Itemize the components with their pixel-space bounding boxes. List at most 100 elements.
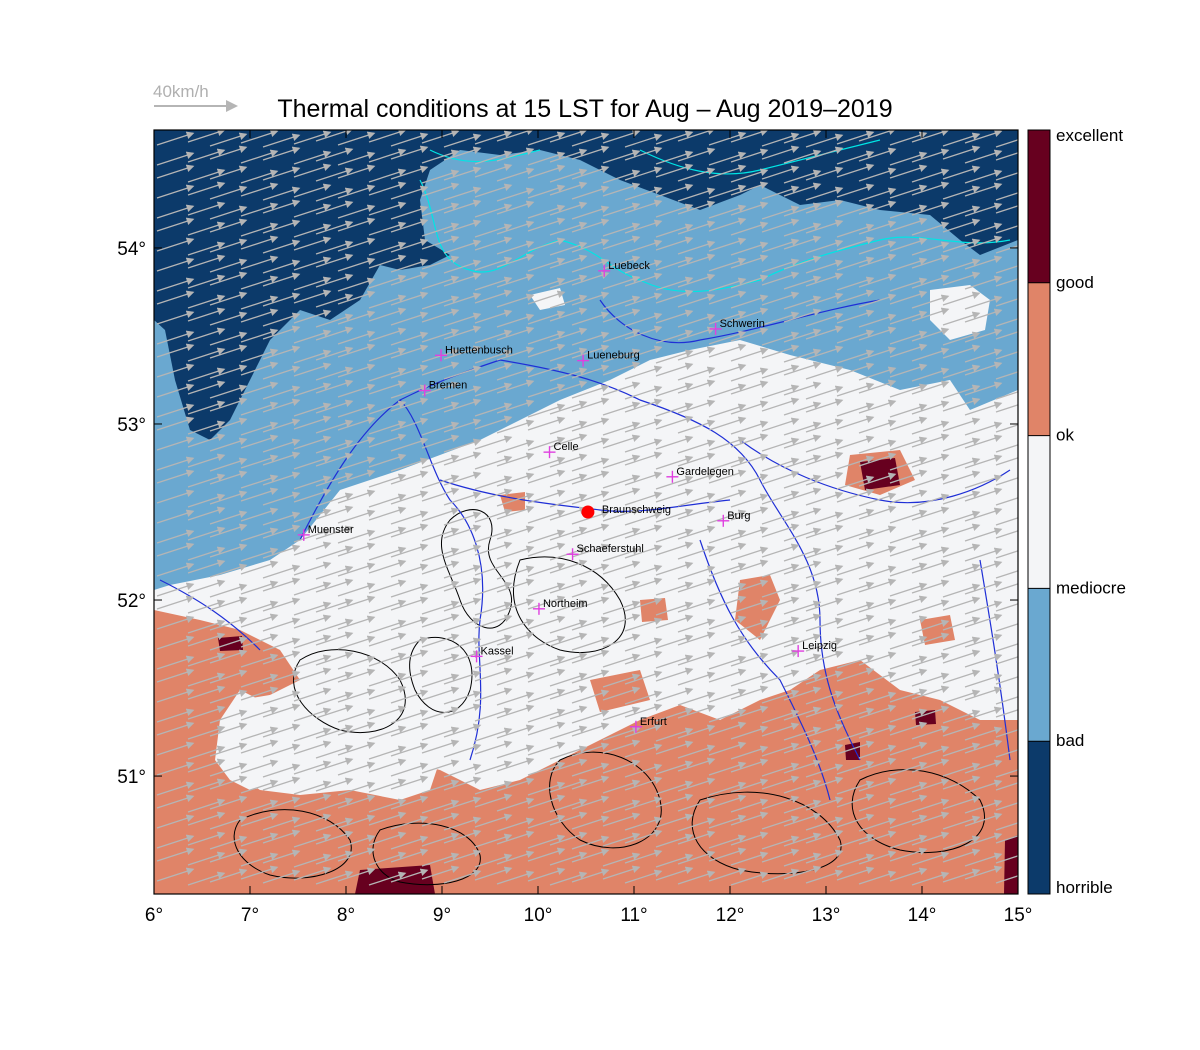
wind-arrow: [421, 580, 460, 595]
wind-arrow: [708, 562, 747, 577]
wind-arrow: [390, 218, 429, 233]
wind-arrow: [964, 348, 1003, 363]
wind-arrow: [549, 433, 588, 448]
wind-arrow: [293, 415, 332, 430]
wind-arrow: [240, 580, 279, 595]
wind-arrow: [293, 329, 332, 344]
wind-arrow: [964, 202, 1003, 217]
wind-arrow: [209, 543, 248, 558]
wind-arrow: [496, 399, 535, 414]
wind-arrow: [390, 145, 429, 160]
wind-arrow: [156, 635, 195, 650]
wind-arrow: [677, 419, 716, 434]
wind-arrow: [527, 290, 566, 305]
wind-arrow: [655, 276, 694, 291]
wind-arrow: [995, 192, 1018, 201]
wind-arrow: [187, 254, 226, 269]
wind-arrow: [315, 525, 354, 540]
wind-arrow: [474, 455, 513, 470]
wind-arrow: [964, 361, 1003, 376]
wind-arrow: [655, 488, 694, 503]
wind-arrow: [602, 295, 641, 310]
colorbar-segment: [1028, 130, 1050, 283]
wind-arrow: [293, 601, 332, 616]
wind-arrow: [571, 583, 610, 598]
wind-arrow: [156, 595, 195, 610]
wind-arrow: [496, 240, 535, 255]
wind-arrow: [858, 147, 897, 162]
wind-arrow: [805, 239, 844, 254]
wind-arrow: [730, 632, 769, 647]
wind-arrow: [337, 257, 376, 272]
wind-arrow: [156, 542, 195, 557]
wind-arrow: [571, 311, 610, 326]
wind-arrow: [240, 222, 279, 237]
wind-arrow: [836, 329, 875, 344]
wind-arrow: [942, 311, 981, 326]
wind-arrow: [156, 277, 195, 292]
wind-arrow: [964, 507, 1003, 522]
wind-arrow: [730, 367, 769, 382]
wind-arrow: [708, 542, 747, 557]
wind-arrow: [964, 487, 1003, 502]
wind-arrow: [995, 172, 1018, 181]
wind-arrow: [889, 237, 928, 252]
wind-arrow: [677, 293, 716, 308]
wind-arrow: [474, 276, 513, 291]
wind-arrow: [390, 583, 429, 598]
wind-arrow: [836, 163, 875, 178]
wind-arrow: [368, 294, 407, 309]
wind-arrow: [677, 618, 716, 633]
wind-arrow: [761, 218, 800, 233]
wind-arrow: [187, 559, 226, 574]
wind-arrow: [655, 362, 694, 377]
wind-arrow: [602, 169, 641, 184]
wind-arrow: [443, 418, 482, 433]
wind-arrow: [655, 203, 694, 218]
wind-arrow: [443, 544, 482, 559]
wind-arrow: [995, 603, 1018, 612]
wind-arrow: [390, 636, 429, 651]
wind-arrow: [187, 148, 226, 163]
wind-arrow: [368, 307, 407, 322]
wind-arrow: [496, 253, 535, 268]
wind-arrow: [805, 564, 844, 579]
wind-arrow: [761, 238, 800, 253]
wind-arrow: [942, 616, 981, 631]
wind-arrow: [783, 434, 822, 449]
wind-arrow: [624, 564, 663, 579]
wind-arrow: [443, 312, 482, 327]
wind-arrow: [995, 583, 1018, 592]
wind-arrow: [474, 203, 513, 218]
wind-arrow: [805, 597, 844, 612]
wind-arrow: [156, 436, 195, 451]
wind-arrow: [995, 623, 1018, 632]
wind-arrow: [421, 487, 460, 502]
wind-arrow: [655, 601, 694, 616]
wind-arrow: [527, 310, 566, 325]
wind-arrow: [836, 130, 875, 145]
wind-arrow: [805, 146, 844, 161]
wind-arrow: [337, 403, 376, 418]
wind-arrow: [421, 130, 460, 144]
wind-arrow: [421, 222, 460, 237]
wind-arrow: [421, 235, 460, 250]
wind-arrow: [805, 637, 844, 652]
wind-arrow: [655, 415, 694, 430]
wind-arrow: [368, 327, 407, 342]
wind-arrow: [496, 346, 535, 361]
wind-arrow: [602, 600, 641, 615]
wind-arrow: [549, 400, 588, 415]
city-label: Bremen: [429, 380, 468, 392]
wind-arrow: [262, 577, 301, 592]
wind-arrow: [655, 435, 694, 450]
wind-arrow: [337, 542, 376, 557]
wind-arrow: [262, 385, 301, 400]
wind-arrow: [209, 596, 248, 611]
wind-arrow: [836, 435, 875, 450]
wind-arrow: [571, 457, 610, 472]
wind-arrow: [496, 147, 535, 162]
wind-arrow: [262, 637, 301, 652]
wind-arrow: [315, 147, 354, 162]
wind-arrow: [911, 599, 950, 614]
